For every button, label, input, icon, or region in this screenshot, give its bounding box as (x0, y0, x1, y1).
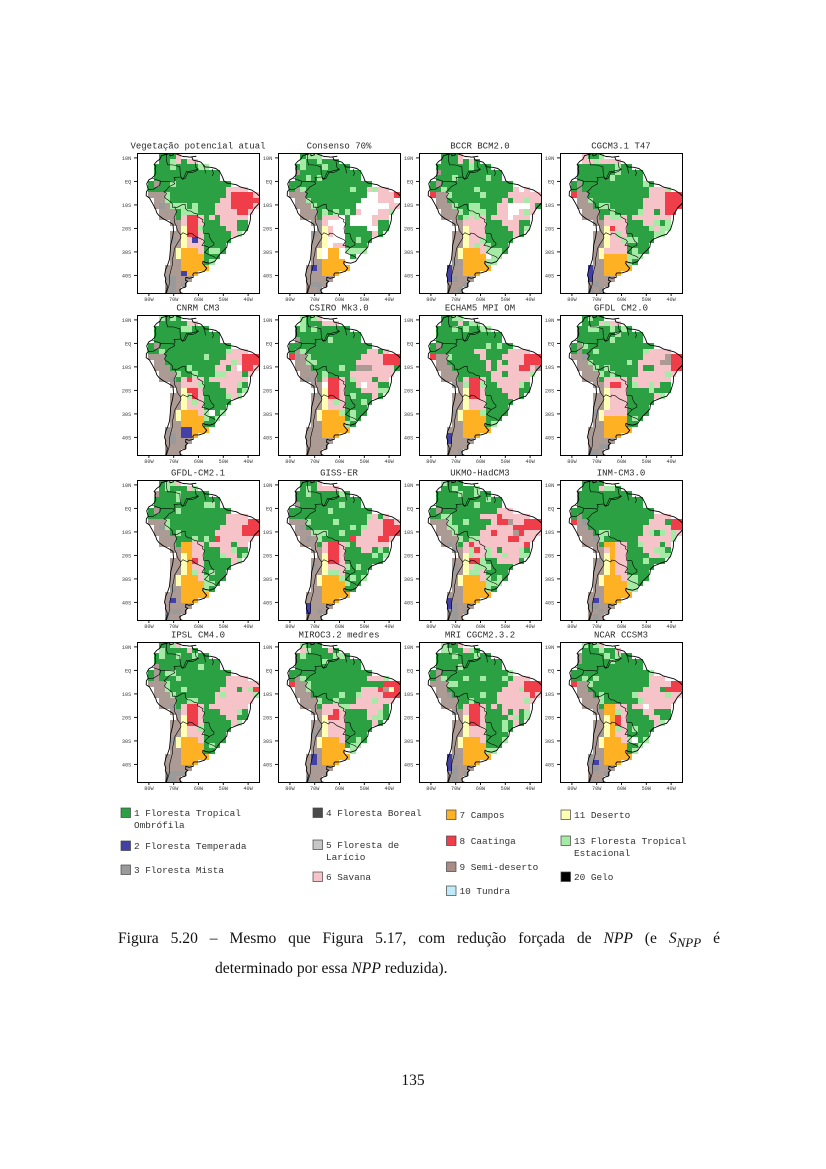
svg-text:Consenso 70%: Consenso 70% (307, 142, 372, 152)
svg-text:20 Gelo: 20 Gelo (574, 872, 614, 883)
svg-text:1 Floresta Tropical: 1 Floresta Tropical (134, 808, 241, 819)
svg-text:7 Campos: 7 Campos (460, 810, 505, 821)
svg-text:CNRM CM3: CNRM CM3 (176, 304, 219, 314)
svg-text:11 Deserto: 11 Deserto (574, 810, 631, 821)
svg-text:UKMO-HadCM3: UKMO-HadCM3 (450, 469, 509, 479)
svg-text:CSIRO Mk3.0: CSIRO Mk3.0 (309, 304, 368, 314)
svg-text:6 Savana: 6 Savana (326, 872, 371, 883)
svg-text:BCCR BCM2.0: BCCR BCM2.0 (450, 142, 509, 152)
svg-text:Estacional: Estacional (574, 848, 631, 859)
svg-text:MIROC3.2 medres: MIROC3.2 medres (298, 631, 379, 641)
svg-text:ECHAM5 MPI OM: ECHAM5 MPI OM (445, 304, 515, 314)
svg-text:GISS-ER: GISS-ER (320, 469, 358, 479)
svg-text:3 Floresta Mista: 3 Floresta Mista (134, 865, 224, 876)
svg-text:INM-CM3.0: INM-CM3.0 (597, 469, 646, 479)
svg-text:MRI CGCM2.3.2: MRI CGCM2.3.2 (445, 631, 515, 641)
svg-text:IPSL CM4.0: IPSL CM4.0 (171, 631, 225, 641)
svg-text:Ombrófila: Ombrófila (134, 820, 185, 831)
svg-text:Larício: Larício (326, 852, 366, 863)
svg-text:GFDL-CM2.1: GFDL-CM2.1 (171, 469, 225, 479)
svg-text:5 Floresta de: 5 Floresta de (326, 840, 400, 851)
svg-text:9 Semi-deserto: 9 Semi-deserto (460, 862, 539, 873)
svg-text:CGCM3.1 T47: CGCM3.1 T47 (591, 142, 650, 152)
svg-text:Vegetação potencial atual: Vegetação potencial atual (130, 142, 265, 152)
svg-text:NCAR CCSM3: NCAR CCSM3 (594, 631, 648, 641)
svg-text:10 Tundra: 10 Tundra (460, 886, 511, 897)
svg-text:2 Floresta Temperada: 2 Floresta Temperada (134, 841, 247, 852)
svg-text:8 Caatinga: 8 Caatinga (460, 836, 517, 847)
svg-text:GFDL CM2.0: GFDL CM2.0 (594, 304, 648, 314)
svg-text:13 Floresta Tropical: 13 Floresta Tropical (574, 836, 687, 847)
svg-text:4 Floresta Boreal: 4 Floresta Boreal (326, 808, 422, 819)
